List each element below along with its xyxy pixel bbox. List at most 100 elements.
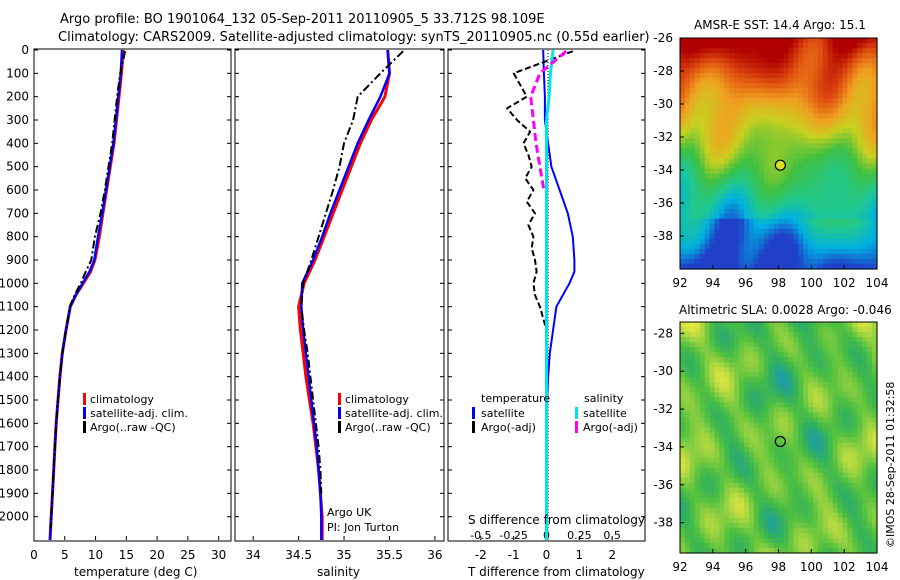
heat-cell (704, 392, 711, 398)
heat-cell (748, 173, 755, 180)
heat-cell (699, 362, 706, 368)
heat-cell (872, 168, 878, 175)
heat-cell (867, 163, 873, 170)
heat-cell (748, 367, 755, 373)
heat-cell (808, 263, 814, 270)
heat-cell (812, 98, 819, 104)
heat-cell (763, 263, 770, 270)
heat-cell (684, 472, 691, 479)
heat-cell (694, 43, 701, 49)
heat-cell (773, 342, 780, 348)
heat-cell (689, 233, 696, 240)
heat-cell (739, 337, 745, 343)
heat-cell (812, 467, 819, 474)
heat-cell (832, 143, 839, 150)
heat-cell (758, 482, 765, 489)
heat-cell (793, 158, 799, 165)
heat-cell (857, 158, 863, 165)
heat-cell (744, 83, 750, 89)
heat-cell (808, 342, 814, 348)
heat-cell (680, 143, 686, 150)
heat-cell (704, 432, 711, 439)
heat-cell (714, 253, 720, 260)
heat-cell (812, 128, 819, 135)
heat-cell (694, 118, 701, 124)
heat-cell (763, 118, 770, 124)
heat-cell (827, 238, 834, 245)
heat-cell (763, 537, 770, 544)
heat-cell (812, 332, 819, 338)
heat-cell (872, 512, 878, 519)
heat-cell (867, 218, 873, 225)
heat-cell (739, 38, 745, 44)
heat-cell (724, 233, 730, 240)
heat-cell (857, 377, 863, 383)
heat-cell (847, 457, 853, 464)
heat-cell (739, 367, 745, 373)
heat-cell (872, 158, 878, 165)
heat-cell (739, 512, 745, 519)
heat-cell (808, 457, 814, 464)
heat-cell (803, 522, 809, 529)
heat-cell (867, 377, 873, 383)
x-tick-label: 10 (88, 548, 103, 562)
heat-cell (822, 128, 829, 135)
heat-cell (803, 412, 809, 419)
heat-cell (739, 432, 745, 439)
heat-cell (768, 527, 775, 534)
heat-cell (847, 377, 853, 383)
heat-cell (729, 457, 735, 464)
heat-cell (729, 143, 735, 150)
sst-heatmap (680, 38, 878, 270)
heat-cell (827, 327, 834, 333)
heat-cell (699, 337, 706, 343)
heat-cell (699, 387, 706, 393)
heat-cell (699, 133, 706, 140)
heat-cell (768, 43, 775, 49)
heat-cell (773, 143, 780, 150)
heat-cell (847, 517, 853, 524)
heat-cell (832, 243, 839, 250)
heat-cell (837, 497, 844, 504)
heat-cell (857, 143, 863, 150)
heat-cell (867, 432, 873, 439)
heat-cell (763, 427, 770, 434)
heat-cell (808, 228, 814, 235)
heat-cell (827, 357, 834, 363)
heat-cell (753, 183, 760, 190)
heat-cell (689, 38, 696, 44)
heat-cell (748, 93, 755, 99)
heat-cell (753, 452, 760, 459)
heat-cell (822, 118, 829, 124)
heat-cell (822, 452, 829, 459)
heat-cell (788, 542, 794, 549)
heat-cell (862, 133, 868, 140)
heat-cell (867, 467, 873, 474)
heat-cell (793, 482, 799, 489)
heat-cell (758, 193, 765, 200)
heat-cell (778, 482, 785, 489)
heat-cell (817, 198, 824, 205)
heat-cell (768, 158, 775, 165)
heat-cell (724, 512, 730, 519)
legend-swatch-t-argo (472, 421, 475, 433)
heat-cell (798, 133, 804, 140)
heat-cell (808, 467, 814, 474)
heat-cell (704, 487, 711, 494)
heat-cell (872, 253, 878, 260)
heat-cell (783, 88, 789, 94)
heat-cell (832, 362, 839, 368)
heat-cell (714, 198, 720, 205)
heat-cell (719, 407, 725, 413)
heat-cell (729, 258, 735, 265)
heat-cell (729, 387, 735, 393)
heat-cell (852, 497, 858, 504)
heat-cell (788, 422, 794, 429)
heat-cell (803, 532, 809, 539)
heat-cell (837, 532, 844, 539)
heat-cell (812, 68, 819, 74)
heat-cell (684, 482, 691, 489)
heat-cell (817, 93, 824, 99)
heat-cell (719, 198, 725, 205)
heat-cell (689, 452, 696, 459)
